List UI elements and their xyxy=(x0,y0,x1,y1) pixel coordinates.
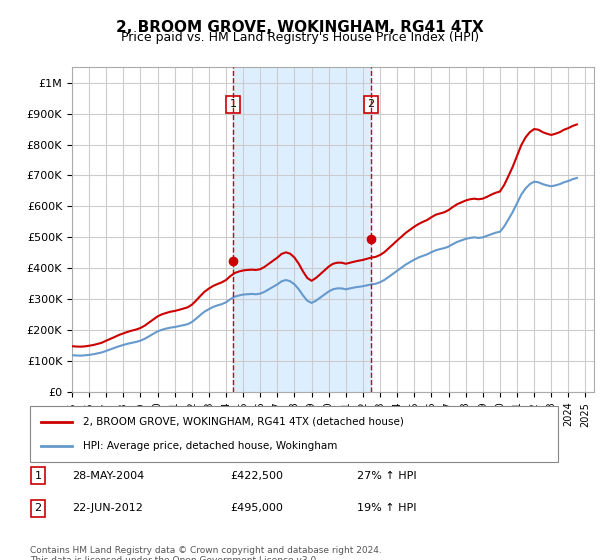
Text: Contains HM Land Registry data © Crown copyright and database right 2024.
This d: Contains HM Land Registry data © Crown c… xyxy=(30,546,382,560)
Text: £495,000: £495,000 xyxy=(230,503,284,514)
Text: Price paid vs. HM Land Registry's House Price Index (HPI): Price paid vs. HM Land Registry's House … xyxy=(121,31,479,44)
Text: 2, BROOM GROVE, WOKINGHAM, RG41 4TX: 2, BROOM GROVE, WOKINGHAM, RG41 4TX xyxy=(116,20,484,35)
Text: 22-JUN-2012: 22-JUN-2012 xyxy=(72,503,143,514)
Text: 19% ↑ HPI: 19% ↑ HPI xyxy=(358,503,417,514)
Text: 2: 2 xyxy=(34,503,41,514)
Text: 28-MAY-2004: 28-MAY-2004 xyxy=(72,471,145,480)
FancyBboxPatch shape xyxy=(30,406,558,462)
Text: 1: 1 xyxy=(34,471,41,480)
Bar xyxy=(233,67,371,392)
Text: HPI: Average price, detached house, Wokingham: HPI: Average price, detached house, Woki… xyxy=(83,441,337,451)
Text: £422,500: £422,500 xyxy=(230,471,284,480)
Text: 1: 1 xyxy=(230,99,236,109)
Text: 2: 2 xyxy=(367,99,374,109)
Text: 27% ↑ HPI: 27% ↑ HPI xyxy=(358,471,417,480)
Text: 2, BROOM GROVE, WOKINGHAM, RG41 4TX (detached house): 2, BROOM GROVE, WOKINGHAM, RG41 4TX (det… xyxy=(83,417,404,427)
